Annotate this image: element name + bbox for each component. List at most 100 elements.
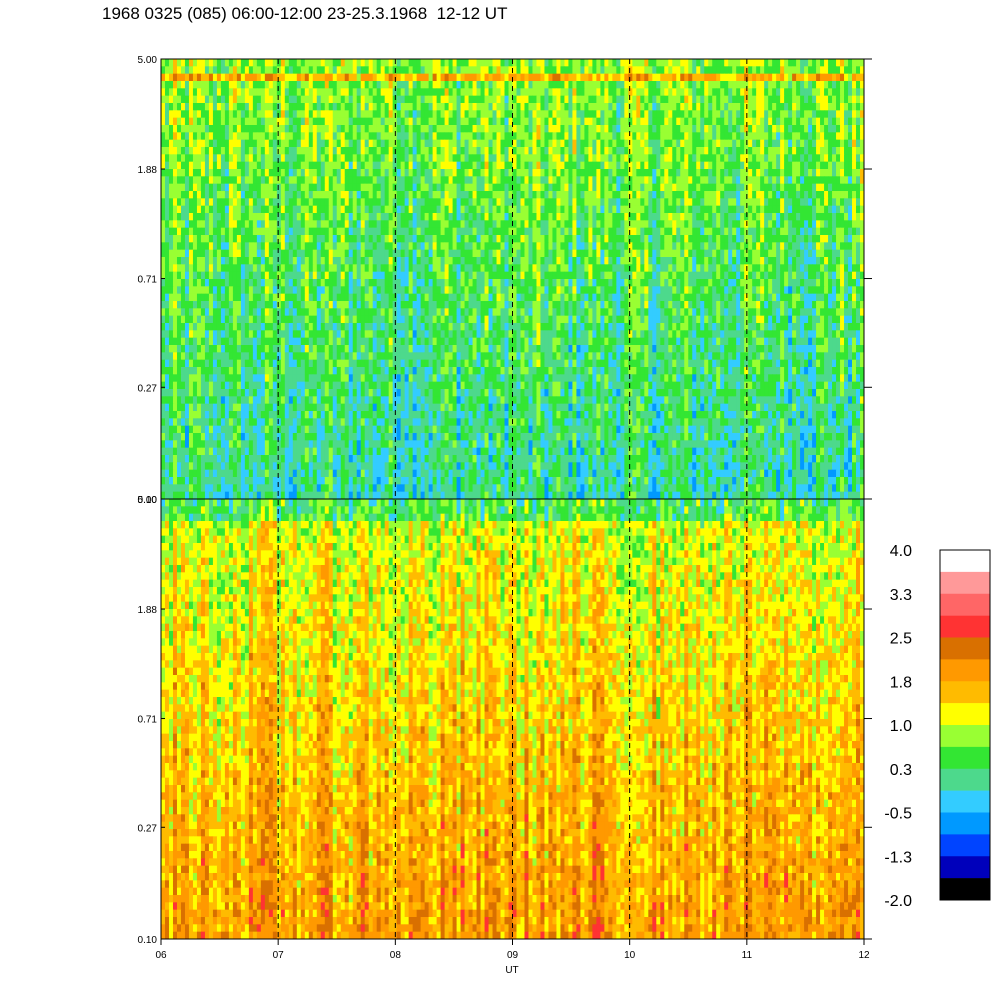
heatmap-cell bbox=[860, 103, 865, 111]
heatmap-cell bbox=[300, 264, 306, 273]
heatmap-cell bbox=[632, 235, 637, 243]
heatmap-cell bbox=[296, 81, 302, 89]
heatmap-cell bbox=[496, 183, 502, 192]
heatmap-cell bbox=[572, 213, 577, 221]
heatmap-cell bbox=[368, 81, 374, 89]
heatmap-cell bbox=[352, 249, 358, 258]
heatmap-cell bbox=[724, 191, 729, 199]
heatmap-cell bbox=[644, 110, 649, 119]
heatmap-cell bbox=[240, 125, 246, 133]
heatmap-cell bbox=[824, 139, 829, 148]
heatmap-cell bbox=[304, 264, 310, 273]
heatmap-cell bbox=[176, 169, 182, 177]
heatmap-cell bbox=[196, 213, 202, 221]
heatmap-cell bbox=[228, 205, 234, 214]
heatmap-cell bbox=[692, 88, 697, 97]
heatmap-cell bbox=[632, 103, 637, 111]
heatmap-cell bbox=[300, 242, 306, 251]
heatmap-cell bbox=[396, 117, 402, 126]
heatmap-cell bbox=[836, 213, 841, 221]
heatmap-cell bbox=[564, 242, 569, 251]
heatmap-cell bbox=[244, 191, 250, 199]
heatmap-cell bbox=[204, 161, 210, 170]
heatmap-cell bbox=[192, 103, 198, 111]
heatmap-cell bbox=[488, 139, 494, 148]
heatmap-cell bbox=[232, 213, 238, 221]
heatmap-cell bbox=[328, 169, 334, 177]
heatmap-cell bbox=[256, 183, 262, 192]
heatmap-cell bbox=[161, 264, 166, 273]
heatmap-cell bbox=[436, 73, 442, 82]
heatmap-cell bbox=[384, 161, 390, 170]
heatmap-cell bbox=[520, 147, 525, 155]
heatmap-cell bbox=[360, 147, 366, 155]
heatmap-cell bbox=[608, 169, 613, 177]
heatmap-cell bbox=[360, 88, 366, 97]
heatmap-cell bbox=[200, 169, 206, 177]
heatmap-cell bbox=[380, 213, 386, 221]
heatmap-cell bbox=[856, 161, 861, 170]
heatmap-cell bbox=[768, 169, 773, 177]
heatmap-cell bbox=[352, 73, 358, 82]
heatmap-cell bbox=[716, 132, 721, 141]
heatmap-cell bbox=[712, 73, 717, 82]
heatmap-cell bbox=[504, 198, 509, 207]
heatmap-cell bbox=[256, 227, 262, 236]
heatmap-cell bbox=[412, 242, 418, 251]
heatmap-cell bbox=[228, 95, 234, 104]
heatmap-cell bbox=[776, 117, 781, 126]
heatmap-cell bbox=[372, 110, 378, 119]
heatmap-cell bbox=[640, 213, 645, 221]
heatmap-cell bbox=[748, 59, 753, 67]
heatmap-cell bbox=[208, 66, 214, 75]
heatmap-cell bbox=[232, 110, 238, 119]
heatmap-cell bbox=[480, 59, 486, 67]
heatmap-cell bbox=[552, 125, 557, 133]
heatmap-cell bbox=[512, 235, 517, 243]
heatmap-cell bbox=[468, 257, 474, 265]
heatmap-cell bbox=[388, 154, 394, 163]
heatmap-cell bbox=[372, 81, 378, 89]
heatmap-cell bbox=[852, 110, 857, 119]
heatmap-cell bbox=[308, 176, 314, 185]
heatmap-cell bbox=[556, 235, 561, 243]
heatmap-cell bbox=[596, 169, 601, 177]
heatmap-cell bbox=[552, 249, 557, 258]
heatmap-cell bbox=[752, 73, 757, 82]
heatmap-cell bbox=[324, 110, 330, 119]
heatmap-cell bbox=[740, 103, 745, 111]
heatmap-cell bbox=[252, 73, 258, 82]
heatmap-cell bbox=[240, 257, 246, 265]
heatmap-cell bbox=[552, 154, 557, 163]
heatmap-cell bbox=[252, 117, 258, 126]
heatmap-cell bbox=[752, 59, 757, 67]
heatmap-cell bbox=[440, 227, 446, 236]
heatmap-cell bbox=[416, 220, 422, 229]
heatmap-cell bbox=[820, 81, 825, 89]
heatmap-cell bbox=[600, 139, 605, 148]
heatmap-cell bbox=[660, 117, 665, 126]
heatmap-cell bbox=[768, 235, 773, 243]
heatmap-cell bbox=[180, 132, 186, 141]
heatmap-cell bbox=[820, 227, 825, 236]
heatmap-cell bbox=[840, 95, 845, 104]
heatmap-cell bbox=[380, 183, 386, 192]
heatmap-cell bbox=[572, 205, 577, 214]
heatmap-cell bbox=[276, 110, 282, 119]
heatmap-cell bbox=[556, 249, 561, 258]
heatmap-cell bbox=[200, 235, 206, 243]
heatmap-cell bbox=[680, 125, 685, 133]
heatmap-cell bbox=[860, 257, 865, 265]
heatmap-cell bbox=[672, 117, 677, 126]
heatmap-cell bbox=[372, 154, 378, 163]
heatmap-cell bbox=[516, 249, 521, 258]
heatmap-cell bbox=[456, 125, 462, 133]
heatmap-cell bbox=[752, 139, 757, 148]
heatmap-cell bbox=[512, 176, 517, 185]
heatmap-cell bbox=[172, 125, 178, 133]
heatmap-cell bbox=[252, 169, 258, 177]
heatmap-cell bbox=[316, 73, 322, 82]
heatmap-cell bbox=[812, 191, 817, 199]
heatmap-cell bbox=[712, 205, 717, 214]
heatmap-cell bbox=[368, 235, 374, 243]
